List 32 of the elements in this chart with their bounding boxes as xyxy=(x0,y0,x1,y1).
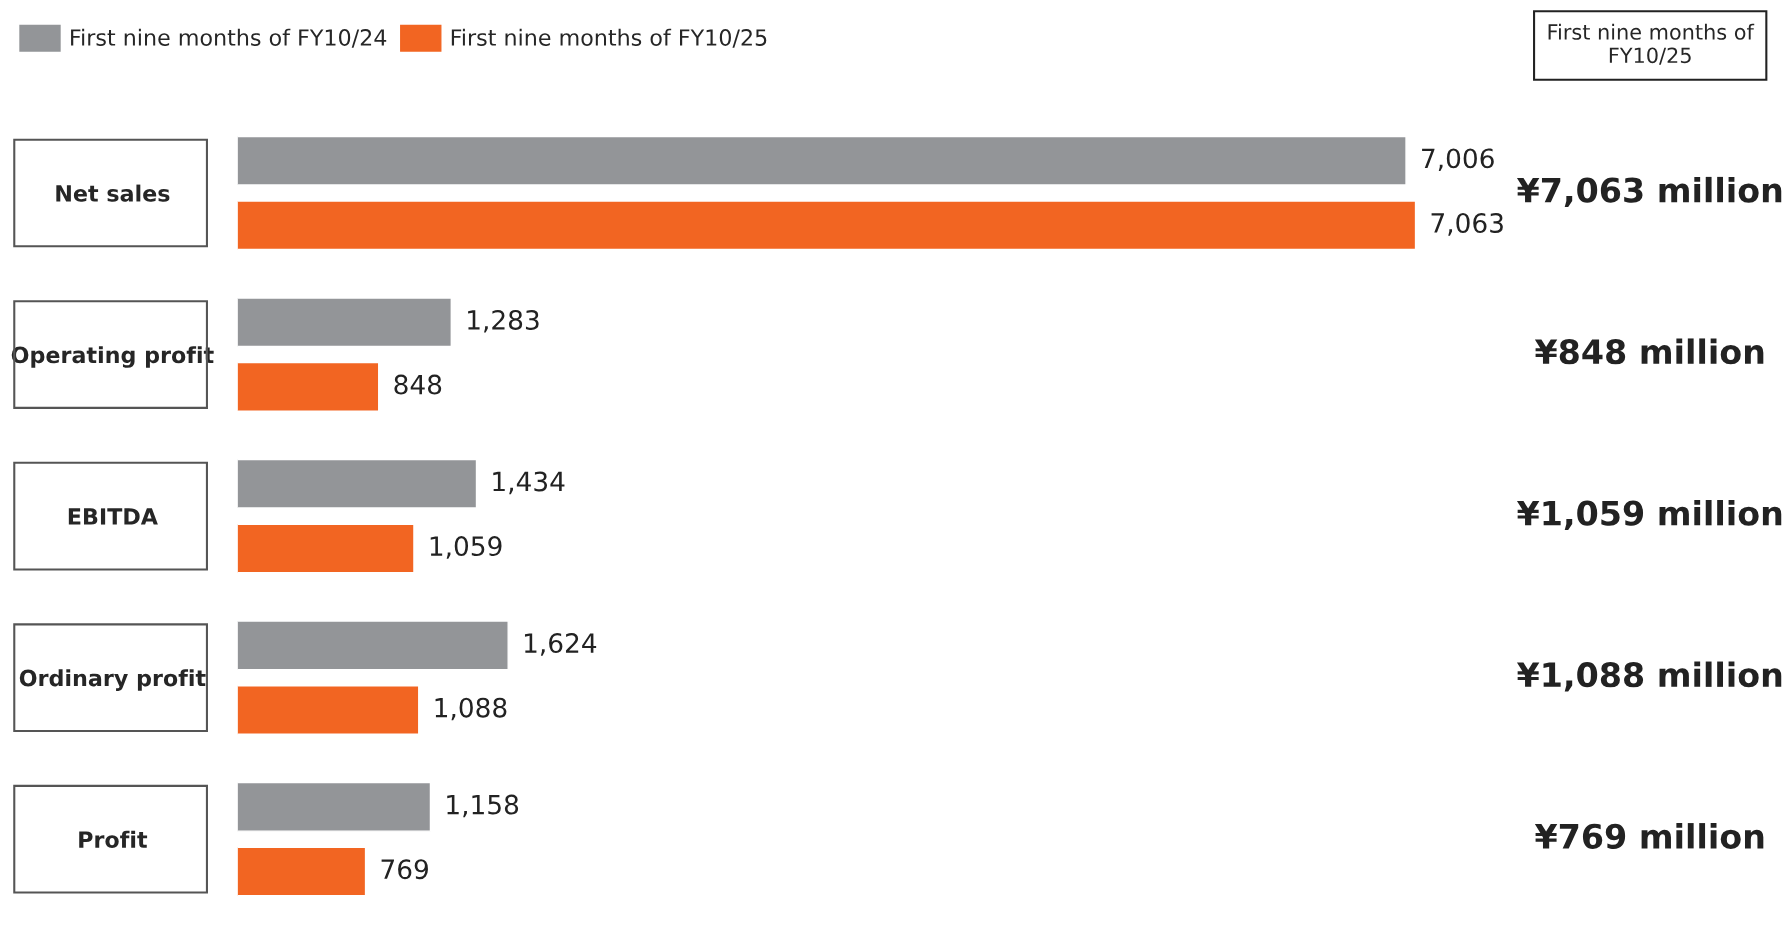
data-label: 7,063 xyxy=(1431,213,1503,236)
bar xyxy=(237,297,453,348)
bar xyxy=(237,361,380,412)
data-label: 1,158 xyxy=(447,794,519,818)
y-tick-label: Ordinary profit xyxy=(19,669,206,691)
data-label: 1,088 xyxy=(435,697,507,721)
y-tick-label: Profit xyxy=(79,830,148,848)
y-tick-label: EBITDA xyxy=(68,508,158,525)
bar xyxy=(237,523,415,574)
legend-label: First nine months of FY10/24 xyxy=(71,28,387,48)
text: ¥1,059 million xyxy=(1516,499,1782,531)
bar xyxy=(237,620,509,671)
data-label: 769 xyxy=(381,859,428,880)
data-label: 848 xyxy=(394,374,442,395)
bar xyxy=(237,200,1417,251)
data-label: 1,283 xyxy=(468,309,539,333)
bar xyxy=(237,458,478,509)
text: ¥848 million xyxy=(1534,338,1764,365)
text: First nine months of FY10/25 xyxy=(1548,23,1755,65)
bar xyxy=(237,685,420,735)
y-tick-label: Net sales xyxy=(56,184,170,202)
text: ¥1,088 million xyxy=(1516,661,1782,692)
data-label: 1,059 xyxy=(430,536,502,559)
text: ¥769 million xyxy=(1534,823,1764,849)
legend-label: First nine months of FY10/25 xyxy=(451,28,767,48)
data-label: 1,624 xyxy=(524,633,597,656)
data-label: 1,434 xyxy=(493,471,565,495)
bar xyxy=(237,846,367,897)
text: ¥7,063 million xyxy=(1516,176,1782,207)
bar xyxy=(237,781,432,832)
bar xyxy=(237,135,1407,186)
data-label: 7,006 xyxy=(1422,148,1494,172)
